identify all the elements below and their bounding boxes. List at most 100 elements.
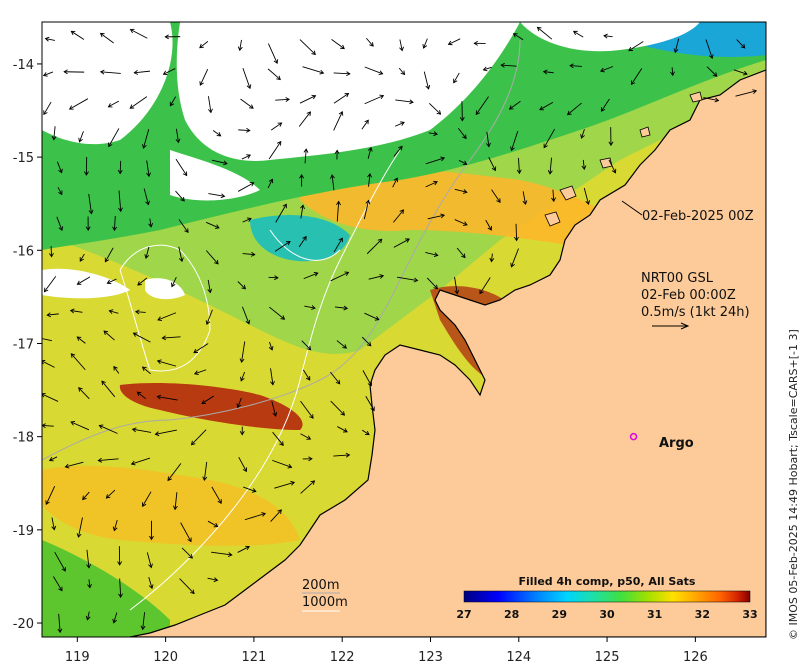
current-arrow [549,157,553,174]
current-arrow-head [117,169,123,175]
current-arrow [146,160,150,177]
current-arrow-head [313,271,319,277]
current-arrow [135,311,146,313]
current-arrow-head [118,207,123,213]
current-arrow [448,38,461,45]
current-arrow-head [156,394,162,400]
current-arrow-head [280,315,286,320]
current-arrow-head [134,309,140,315]
current-arrow-head [599,67,605,73]
current-arrow [242,218,252,223]
current-arrow-head [149,535,154,541]
current-arrow-head [246,217,252,222]
current-arrow [206,309,213,325]
current-arrow-head [97,457,103,463]
current-arrow-head [334,149,340,155]
current-arrow [208,193,225,197]
land-kimberley-pilbara [129,69,766,637]
current-arrow-head [240,376,245,382]
current-arrow [238,129,250,131]
current-info-time: 02-Feb 00:00Z [641,288,736,303]
current-arrow [513,33,524,41]
current-arrow-head [572,30,578,36]
current-arrow [178,246,183,262]
current-arrow [238,456,247,472]
current-arrow [302,369,311,381]
current-arrow [543,71,554,74]
current-arrow [674,38,680,53]
current-arrow-head [611,168,617,174]
current-arrow [42,393,59,402]
current-arrow [98,458,119,461]
current-arrow [108,128,120,147]
current-arrow [70,310,83,313]
current-arrow [518,157,520,174]
lon-tick-label: 126 [683,650,708,665]
current-arrow [44,276,57,292]
current-arrow [485,219,492,231]
current-arrow-head [433,284,439,290]
current-arrow-head [213,522,219,528]
current-arrow-head [208,108,213,114]
current-arrow-head [136,391,142,397]
current-arrow-head [399,209,405,215]
current-arrow-head [309,414,314,419]
current-arrow [237,182,254,192]
current-arrow-head [580,134,585,139]
current-arrow-head [217,499,222,504]
current-arrow-head [600,107,606,112]
current-arrow-head [300,204,305,210]
current-arrow [43,101,52,115]
current-arrow-head [378,70,384,75]
current-arrow-head [311,94,317,100]
current-arrow [70,421,90,431]
current-arrow [240,98,254,109]
current-arrow [274,241,291,252]
current-arrow [169,96,177,106]
current-arrow [103,330,115,341]
current-arrow [361,336,372,347]
current-arrow [735,90,757,97]
current-arrow-head [712,72,718,77]
current-arrow [130,29,148,39]
current-arrow-head [99,32,105,38]
current-arrow-head [162,70,168,76]
isobath-1000m [119,149,401,611]
current-arrow-head [241,284,247,290]
current-arrow [603,35,613,38]
current-arrow-head [85,615,91,621]
current-arrow [199,68,209,86]
current-arrow-head [86,563,92,569]
current-arrow [201,395,214,404]
current-arrow [78,517,83,538]
credit-text: © IMOS 05-Feb-2025 14:49 Hobart; Tscale=… [787,329,800,640]
current-arrow-head [342,344,348,349]
current-arrow-head [462,134,467,140]
current-arrow [207,96,212,113]
current-arrow-head [311,50,316,56]
current-arrow [57,187,63,195]
current-arrow [242,253,255,256]
colorbar-tick-label: 31 [647,608,662,621]
current-arrow-head [276,75,281,81]
current-arrow [267,43,278,64]
current-arrow [237,546,250,553]
current-arrow [488,157,496,171]
current-arrow-head [433,180,438,186]
current-arrow-head [70,353,76,358]
cloud-gaps [42,22,700,300]
current-arrow [267,68,281,80]
current-arrow [361,429,370,436]
current-arrow-head [512,33,518,38]
current-arrow [119,160,122,174]
current-arrow-head [453,78,458,84]
current-arrow-head [156,359,162,365]
current-arrow [425,157,445,165]
current-arrow [299,95,316,104]
current-arrow-head [308,456,313,462]
current-arrow-head [108,309,114,314]
argo-float-marker[interactable] [629,432,638,441]
current-arrow [241,306,250,324]
current-arrow-head [245,319,251,325]
current-arrow [300,400,314,419]
